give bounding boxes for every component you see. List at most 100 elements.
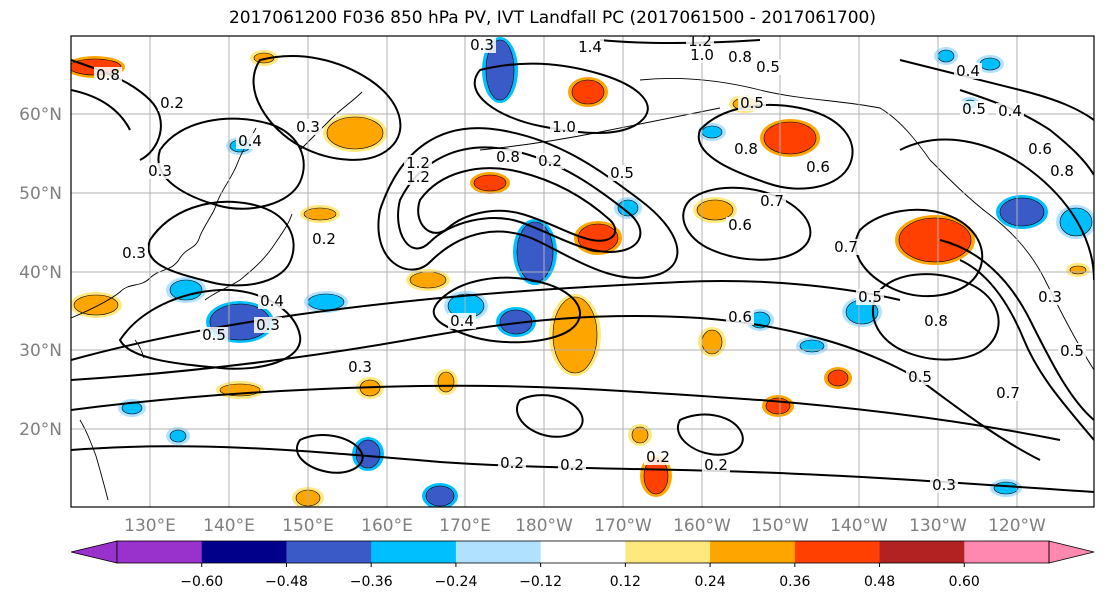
contour-label-bg bbox=[686, 36, 714, 49]
map-frame bbox=[70, 35, 1095, 508]
contour-label: 0.2 bbox=[646, 448, 670, 466]
contour-label-bg bbox=[644, 449, 672, 465]
contour-label-bg bbox=[832, 239, 860, 255]
contour-label-bg bbox=[922, 313, 950, 329]
pv-anomaly-core bbox=[827, 369, 849, 387]
colorbar-tick-label: −0.48 bbox=[265, 574, 308, 590]
contour-label: 0.5 bbox=[858, 288, 882, 306]
colorbar-segment bbox=[540, 541, 626, 563]
pv-anomaly-core bbox=[696, 199, 734, 221]
longitude-labels: 130°E 140°E 150°E 160°E 170°E 180°W 170°W 160°W… bbox=[124, 516, 1046, 536]
contour-label: 1.4 bbox=[578, 38, 602, 56]
contour-label-bg bbox=[258, 293, 286, 309]
colorbar-segment bbox=[710, 541, 796, 563]
contour-label-bg bbox=[498, 455, 526, 471]
contour-label-bg bbox=[608, 165, 636, 181]
pv-anomaly-core bbox=[473, 174, 507, 192]
contour-label: 0.7 bbox=[996, 384, 1020, 402]
latitude-label: 30°N bbox=[19, 341, 62, 361]
colorbar-tick-label: −0.36 bbox=[350, 574, 393, 590]
contour-label-bg bbox=[702, 457, 730, 473]
contour-label: 0.8 bbox=[734, 140, 758, 158]
pv-anomaly-core bbox=[169, 429, 187, 443]
colorbar-segment bbox=[625, 541, 711, 563]
contour-label: 0.5 bbox=[1060, 342, 1084, 360]
latitude-labels: 60°N 50°N 40°N 30°N 20°N bbox=[19, 105, 62, 440]
contour-label: 0.3 bbox=[348, 358, 372, 376]
contour-label-bg bbox=[856, 289, 884, 305]
contour-label: 0.3 bbox=[122, 244, 146, 262]
contour-label: 0.2 bbox=[560, 456, 584, 474]
contour-label: 0.4 bbox=[238, 132, 262, 150]
pv-anomaly-core bbox=[898, 217, 972, 263]
colorbar-frame bbox=[116, 540, 1050, 564]
colorbar-segment bbox=[455, 541, 542, 563]
pv-anomaly-core bbox=[1059, 207, 1093, 237]
pv-anomaly-core bbox=[999, 197, 1045, 227]
pv-anomaly-core bbox=[303, 207, 337, 221]
contour-labels: 0.80.20.30.40.30.20.30.50.30.3 1.4 1.21.0 0… bbox=[94, 32, 1086, 494]
contour-label-bg bbox=[146, 163, 174, 179]
contour-label-bg bbox=[732, 141, 760, 157]
contour-label: 0.3 bbox=[932, 476, 956, 494]
pv-anomaly-core bbox=[1069, 265, 1087, 275]
longitude-label: 130°W bbox=[909, 516, 967, 536]
colorbar-min-extension bbox=[70, 540, 118, 564]
pv-anomaly-core bbox=[73, 294, 119, 316]
longitude-label: 140°E bbox=[203, 516, 255, 536]
contour-label: 0.6 bbox=[728, 308, 752, 326]
contour-label: 0.5 bbox=[756, 58, 780, 76]
contour-label-bg bbox=[906, 369, 934, 385]
contour-label: 0.4 bbox=[956, 62, 980, 80]
colorbar-segment bbox=[117, 541, 203, 563]
contour-label-bg bbox=[494, 149, 522, 165]
contour-label: 0.5 bbox=[962, 100, 986, 118]
contour-label-bg bbox=[550, 119, 578, 135]
pv-anomaly-core bbox=[516, 221, 554, 283]
pv-anomaly-core bbox=[571, 79, 605, 105]
contour-label: 0.6 bbox=[806, 158, 830, 176]
contour-label: 0.6 bbox=[1028, 140, 1052, 158]
contour-label: 0.8 bbox=[496, 148, 520, 166]
contour-label: 0.8 bbox=[1050, 162, 1074, 180]
colorbar-segment bbox=[286, 541, 372, 563]
contour-label-bg bbox=[1048, 163, 1076, 179]
pv-anomaly-core bbox=[307, 293, 345, 311]
contour-label-bg bbox=[94, 67, 122, 83]
contour-label: 0.8 bbox=[96, 66, 120, 84]
colorbar-max-extension bbox=[1048, 540, 1095, 564]
contour-label: 0.4 bbox=[450, 312, 474, 330]
contour-label-bg bbox=[536, 153, 564, 169]
coast-kamchatka bbox=[299, 91, 363, 151]
contour-label-bg bbox=[688, 47, 716, 63]
colorbar-tick-label: 0.12 bbox=[610, 574, 641, 590]
contour-label: 1.2 bbox=[406, 168, 430, 186]
coast-alaska bbox=[639, 78, 931, 161]
contour-label-bg bbox=[200, 327, 228, 343]
contour-label-bg bbox=[960, 101, 988, 117]
contour-label-bg bbox=[994, 385, 1022, 401]
contour-label-bg bbox=[468, 37, 496, 53]
contour-label-bg bbox=[726, 309, 754, 325]
longitude-label: 170°W bbox=[594, 516, 652, 536]
contour-label-bg bbox=[158, 95, 186, 111]
contour-label: 1.2 bbox=[688, 32, 712, 50]
contour-label: 0.7 bbox=[834, 238, 858, 256]
colorbar-tick-label: 0.24 bbox=[695, 574, 726, 590]
contour-label: 0.6 bbox=[728, 216, 752, 234]
contour-label-bg bbox=[754, 59, 782, 75]
longitude-label: 150°W bbox=[751, 516, 809, 536]
contour-label: 0.8 bbox=[728, 48, 752, 66]
colorbar-tick-label: −0.60 bbox=[180, 574, 223, 590]
contour-label-bg bbox=[236, 133, 264, 149]
contour-label-bg bbox=[726, 217, 754, 233]
coast-east-asia bbox=[71, 127, 257, 319]
contour-label-bg bbox=[294, 119, 322, 135]
latitude-label: 20°N bbox=[19, 420, 62, 440]
contour-label: 0.4 bbox=[260, 292, 284, 310]
pv-anomaly-core bbox=[701, 125, 723, 139]
pv-anomaly-core bbox=[631, 426, 649, 444]
contour-label: 0.5 bbox=[740, 94, 764, 112]
colorbar bbox=[70, 540, 1095, 564]
contour-label-bg bbox=[558, 457, 586, 473]
